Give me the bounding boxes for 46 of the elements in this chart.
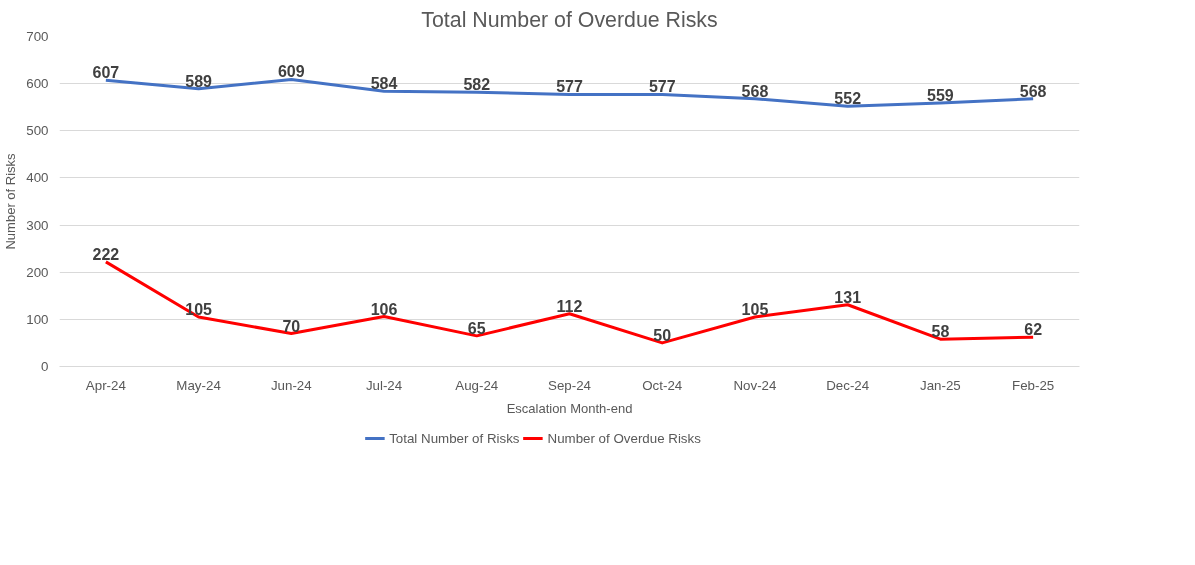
x-tick-label: Apr-24	[85, 377, 127, 393]
x-tick-label: Sep-24	[548, 377, 592, 393]
x-tick-label: Nov-24	[733, 377, 778, 393]
y-tick-label: 700	[26, 29, 49, 44]
data-label: 112	[556, 297, 583, 315]
data-label: 584	[370, 75, 398, 93]
data-label: 577	[648, 78, 676, 96]
data-label: 568	[741, 82, 769, 100]
data-label: 589	[185, 72, 213, 90]
y-tick-label: 500	[26, 123, 49, 139]
x-tick-label: Aug-24	[455, 377, 499, 393]
data-label: 70	[282, 317, 301, 335]
y-tick-label: 200	[26, 264, 49, 280]
data-label: 62	[1024, 321, 1043, 339]
data-label: 568	[1019, 82, 1047, 100]
y-axis-title: Number of Risks	[3, 152, 19, 250]
data-label: 577	[556, 78, 583, 96]
data-label: 106	[370, 300, 398, 318]
data-label: 50	[653, 326, 672, 344]
y-tick-label: 600	[26, 76, 49, 92]
y-tick-label: 100	[26, 311, 49, 327]
y-tick-label: 400	[26, 170, 49, 186]
legend-label: Total Number of Risks	[389, 430, 520, 446]
legend-label: Number of Overdue Risks	[547, 430, 701, 446]
x-tick-label: Jul-24	[365, 377, 403, 393]
chart-title: Total Number of Overdue Risks	[421, 7, 718, 32]
data-label: 105	[185, 301, 213, 318]
x-tick-label: Dec-24	[826, 377, 870, 393]
x-tick-label: Oct-24	[642, 377, 683, 393]
data-label: 582	[463, 76, 491, 94]
x-tick-label: May-24	[176, 377, 222, 393]
y-tick-label: 0	[41, 359, 49, 374]
data-label: 607	[92, 64, 120, 82]
data-label: 552	[834, 90, 862, 108]
data-label: 222	[92, 245, 120, 263]
data-label: 609	[277, 63, 305, 81]
data-label: 559	[927, 86, 954, 104]
x-tick-label: Jun-24	[270, 377, 313, 393]
data-label: 105	[741, 301, 769, 318]
data-label: 65	[467, 319, 486, 337]
x-tick-label: Jan-25	[920, 377, 961, 393]
x-axis-title: Escalation Month-end	[506, 400, 633, 416]
data-label: 131	[834, 288, 862, 306]
y-tick-label: 300	[26, 217, 49, 233]
data-label: 58	[931, 323, 950, 341]
x-tick-label: Feb-25	[1012, 377, 1055, 393]
